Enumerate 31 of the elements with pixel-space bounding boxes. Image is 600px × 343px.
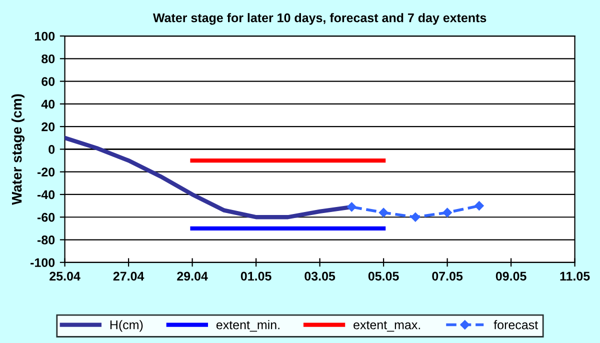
- x-tick-label: 07.05: [432, 272, 463, 281]
- y-tick-label: 100: [35, 32, 55, 41]
- x-tick-label: 01.05: [240, 272, 272, 281]
- point: [474, 201, 484, 210]
- y-tick-label: 0: [48, 145, 55, 154]
- point: [347, 202, 356, 212]
- legend-label: H(cm): [110, 320, 143, 332]
- chart-title: Water stage for later 10 days, forecast and 7 day extents: [152, 13, 486, 25]
- y-tick-label: -80: [38, 236, 55, 244]
- point: [378, 208, 388, 218]
- point: [442, 208, 452, 218]
- legend-label: extent_min.: [216, 320, 280, 332]
- y-tick-label: 60: [42, 77, 55, 86]
- legend-label: extent_max.: [354, 321, 420, 332]
- y-tick-label: -40: [38, 190, 55, 200]
- x-tick-label: 03.05: [304, 272, 336, 281]
- x-tick-label: 27.04: [113, 272, 144, 281]
- x-tick-label: 09.05: [496, 272, 526, 281]
- y-tick-label: -20: [38, 168, 55, 176]
- y-tick-label: -100: [30, 258, 55, 268]
- y-tick-label: 40: [41, 100, 55, 109]
- legend-label: forecast: [494, 320, 538, 330]
- y-axis-title: Water stage (cm): [12, 94, 25, 205]
- x-tick-label: 11.05: [560, 272, 590, 281]
- y-tick-label: 20: [42, 122, 55, 132]
- x-tick-label: 25.04: [50, 272, 80, 281]
- y-tick-label: 80: [42, 54, 55, 64]
- x-tick-label: 29.04: [177, 272, 208, 281]
- point: [410, 212, 420, 222]
- y-tick-label: -60: [38, 212, 55, 222]
- x-tick-label: 05.05: [368, 272, 399, 281]
